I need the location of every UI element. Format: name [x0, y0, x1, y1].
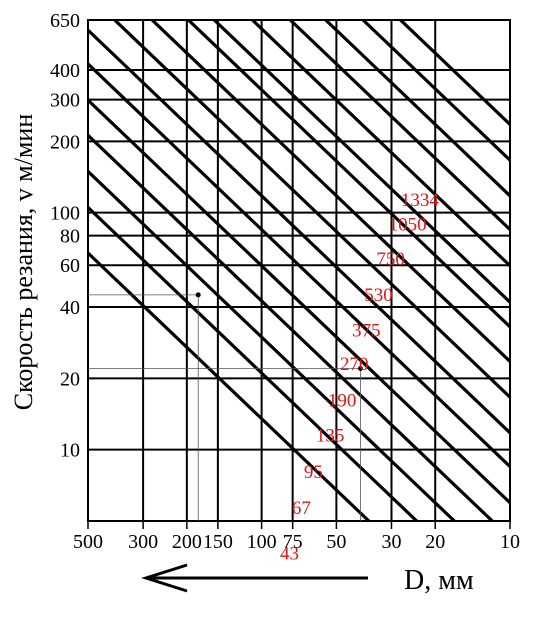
speed-lines	[88, 20, 510, 521]
speed-line	[88, 62, 510, 468]
x-tick-label: 10	[500, 531, 520, 553]
x-tick-label: 150	[203, 531, 233, 553]
y-tick-label: 20	[60, 368, 80, 390]
y-tick-label: 80	[60, 226, 80, 248]
vertical-gridlines	[87, 20, 511, 529]
x-tick-label: 200	[172, 531, 202, 553]
annotation-point	[357, 366, 363, 372]
speed-line	[288, 20, 510, 231]
line-labels: 43 67 95 135 190 270 375 530 750 1050 1334	[280, 190, 439, 565]
speed-line	[323, 20, 510, 197]
x-tick-label: 20	[425, 531, 445, 553]
line-label: 190	[328, 390, 357, 411]
speed-line	[398, 20, 510, 126]
y-tick-label: 400	[50, 60, 80, 82]
x-axis-label: D, мм	[404, 565, 474, 596]
x-tick-label: 100	[247, 531, 277, 553]
line-label: 1334	[401, 190, 440, 211]
speed-line	[360, 20, 510, 162]
x-tick-label: 50	[326, 531, 346, 553]
y-tick-label: 60	[60, 255, 80, 277]
y-tick-label: 100	[50, 203, 80, 225]
speed-line	[88, 28, 510, 434]
x-tick-label: 75	[283, 531, 303, 553]
line-label: 750	[376, 249, 405, 270]
example-annotations	[88, 292, 363, 521]
line-label: 135	[316, 426, 345, 447]
speed-line	[250, 20, 510, 267]
speed-line	[186, 20, 510, 328]
y-tick-label: 200	[50, 131, 80, 153]
line-label: 270	[340, 354, 369, 375]
speed-line	[211, 20, 510, 304]
y-tick-label: 300	[50, 90, 80, 112]
speed-line	[88, 206, 419, 521]
y-tick-label: 650	[50, 10, 80, 32]
y-tick-label: 10	[60, 440, 80, 462]
arrow-left-icon	[141, 563, 368, 593]
line-label: 43	[280, 544, 299, 565]
x-tick-label: 500	[73, 531, 103, 553]
speed-line	[88, 170, 457, 521]
line-label: 95	[304, 462, 323, 483]
speed-line	[149, 20, 510, 363]
y-tick-label: 40	[60, 297, 80, 319]
speed-line	[88, 251, 372, 521]
line-label: 67	[292, 498, 311, 519]
x-tick-labels: 500 300 200 150 100 75 50 30 20 10	[73, 531, 520, 553]
annotation-point	[195, 292, 201, 298]
x-tick-label: 300	[128, 531, 158, 553]
x-tick-label: 30	[381, 531, 401, 553]
speed-line	[112, 20, 510, 399]
line-label: 530	[364, 285, 393, 306]
line-label: 1050	[389, 215, 427, 236]
speed-line	[88, 98, 510, 504]
line-label: 375	[352, 320, 381, 341]
plot-frame	[87, 19, 511, 522]
speed-line	[88, 134, 495, 521]
y-axis-label: Скорость резания, v м/мин	[9, 114, 38, 411]
